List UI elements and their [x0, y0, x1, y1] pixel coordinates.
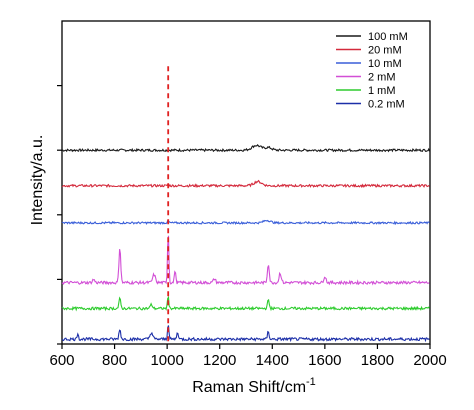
series-layer	[61, 144, 431, 343]
x-axis-title: Raman Shift/cm-1	[192, 376, 316, 396]
series-line-3	[61, 235, 430, 286]
series-line-0	[61, 144, 431, 153]
x-ticks: 600 800 1000 1200 1400 1600 1800 2000	[49, 344, 447, 369]
y-ticks	[57, 84, 62, 345]
x-tick-label: 800	[102, 352, 127, 369]
y-axis-title: Intensity/a.u.	[29, 135, 46, 226]
x-tick-label: 600	[49, 352, 74, 369]
legend-label: 10 mM	[368, 58, 402, 70]
x-tick-label: 1000	[150, 352, 183, 369]
series-line-5	[61, 325, 430, 343]
x-tick-label: 2000	[413, 352, 446, 369]
legend-label: 1 mM	[368, 85, 396, 97]
legend-label: 20 mM	[368, 45, 402, 57]
series-line-1	[61, 179, 430, 189]
legend-label: 0.2 mM	[368, 99, 405, 111]
series-line-2	[61, 219, 430, 226]
x-tick-label: 1400	[256, 352, 289, 369]
legend-label: 2 mM	[368, 72, 396, 84]
x-tick-label: 1800	[361, 352, 394, 369]
legend-label: 100 mM	[368, 31, 408, 43]
series-line-4	[61, 295, 430, 312]
x-tick-label: 1200	[203, 352, 236, 369]
x-tick-label: 1600	[308, 352, 341, 369]
plot-frame	[61, 20, 431, 345]
